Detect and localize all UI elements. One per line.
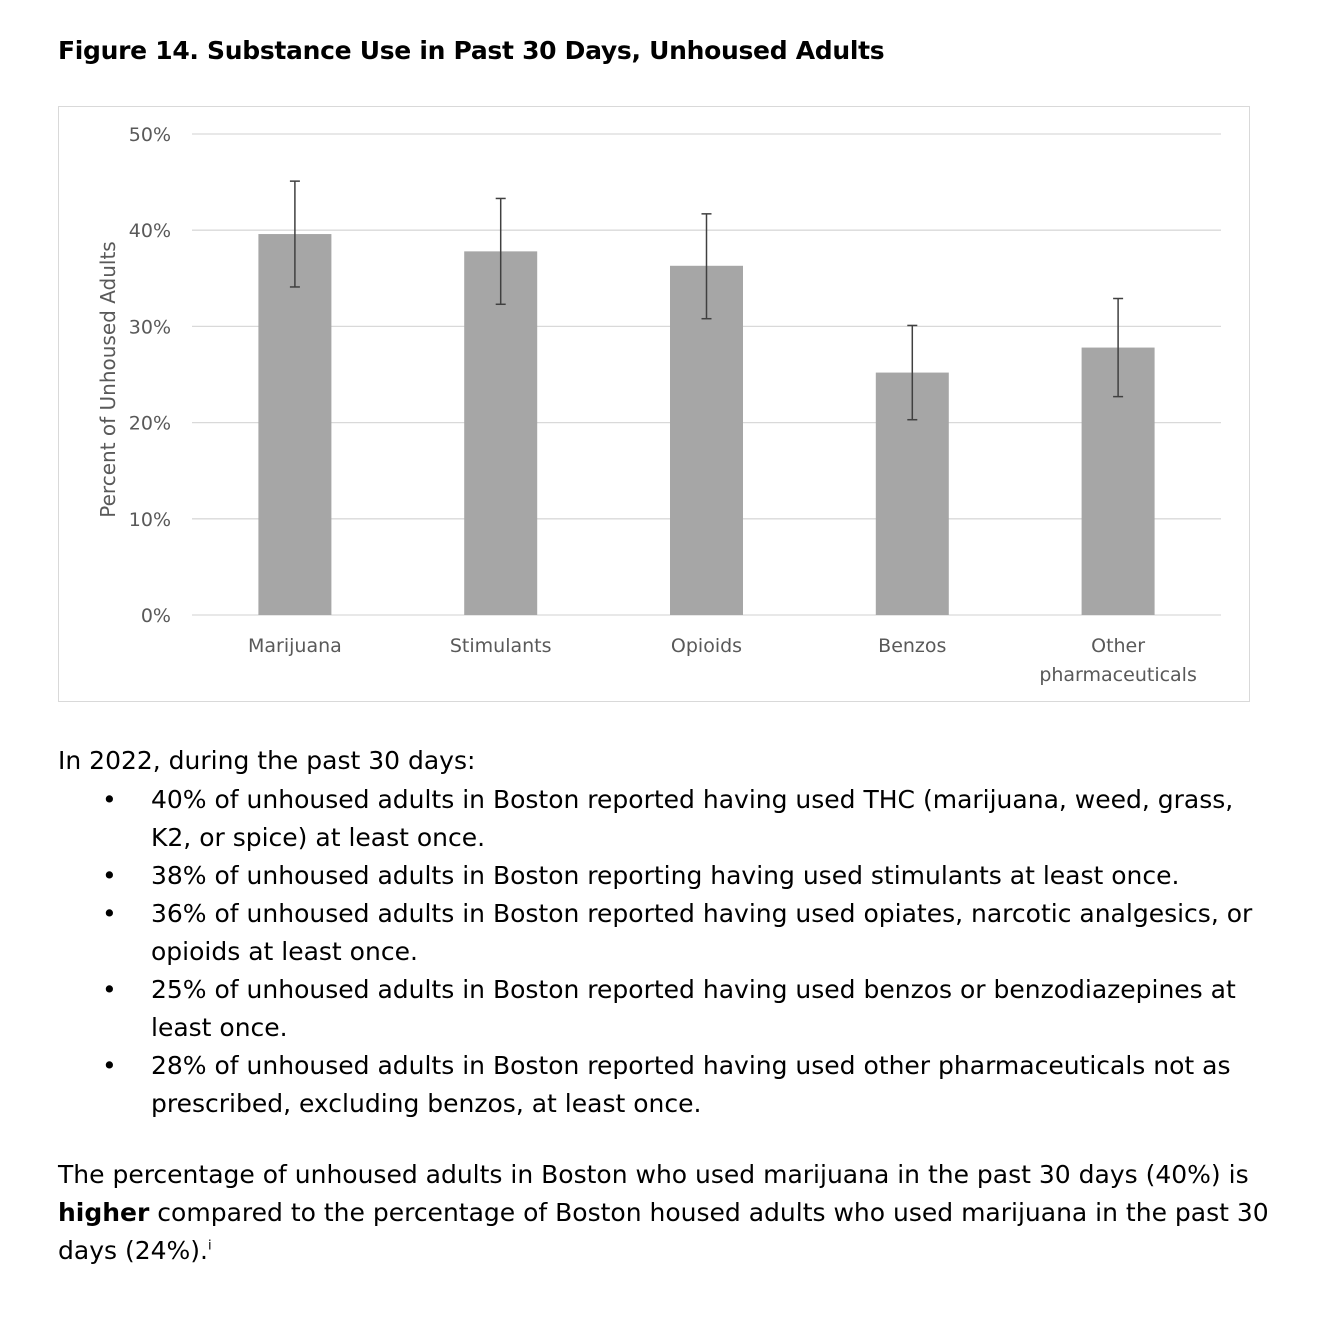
bullet-text: 36% of unhoused adults in Boston reporte… [151,899,1253,966]
list-item: • 40% of unhoused adults in Boston report… [100,781,1270,857]
y-tick-label: 0% [141,605,171,627]
y-tick-label: 40% [129,220,171,242]
footnote-mark: i [207,1238,212,1254]
category-label: Other pharmaceuticals [1039,635,1197,686]
y-tick-label: 10% [129,509,171,531]
bullet-dot: • [102,899,117,928]
closing-text-1: The percentage of unhoused adults in Bos… [58,1160,1249,1189]
bar [258,234,332,615]
bullet-text: 25% of unhoused adults in Boston reporte… [151,975,1236,1042]
bullet-dot: • [102,975,117,1004]
y-axis-label: Percent of Unhoused Adults [96,241,120,517]
category-label: Marijuana [248,635,342,657]
y-tick-label: 50% [129,124,171,146]
bullet-dot: • [102,861,117,890]
list-item: • 28% of unhoused adults in Boston report… [100,1047,1270,1123]
category-label: Benzos [878,635,946,657]
list-item: • 36% of unhoused adults in Boston report… [100,895,1270,971]
closing-paragraph: The percentage of unhoused adults in Bos… [58,1156,1288,1270]
closing-bold-word: higher [58,1198,150,1227]
bullet-text: 28% of unhoused adults in Boston reporte… [151,1051,1231,1118]
bar [670,265,743,615]
category-label: Opioids [671,635,742,657]
bullet-text: 38% of unhoused adults in Boston reporti… [151,861,1180,890]
bullet-text: 40% of unhoused adults in Boston reporte… [151,785,1234,852]
bullet-dot: • [102,785,117,814]
chart-frame: 0% 10% 20% 30% 40% 50% Percent of Unhoused Adu… [58,106,1250,702]
y-tick-label: 30% [129,316,171,338]
category-label: Stimulants [450,635,552,657]
bar-chart: 0% 10% 20% 30% 40% 50% Percent of Unhoused Adu… [96,124,1221,686]
bullet-list: • 40% of unhoused adults in Boston report… [100,781,1270,1123]
closing-text-2: compared to the percentage of Boston hou… [58,1198,1269,1265]
y-tick-label: 20% [129,413,171,435]
figure-title: Figure 14. Substance Use in Past 30 Days… [58,36,885,65]
bar [464,251,538,615]
intro-text: In 2022, during the past 30 days: [58,746,476,775]
bullet-dot: • [102,1051,117,1080]
list-item: • 25% of unhoused adults in Boston report… [100,971,1270,1047]
list-item: • 38% of unhoused adults in Boston report… [100,857,1270,895]
